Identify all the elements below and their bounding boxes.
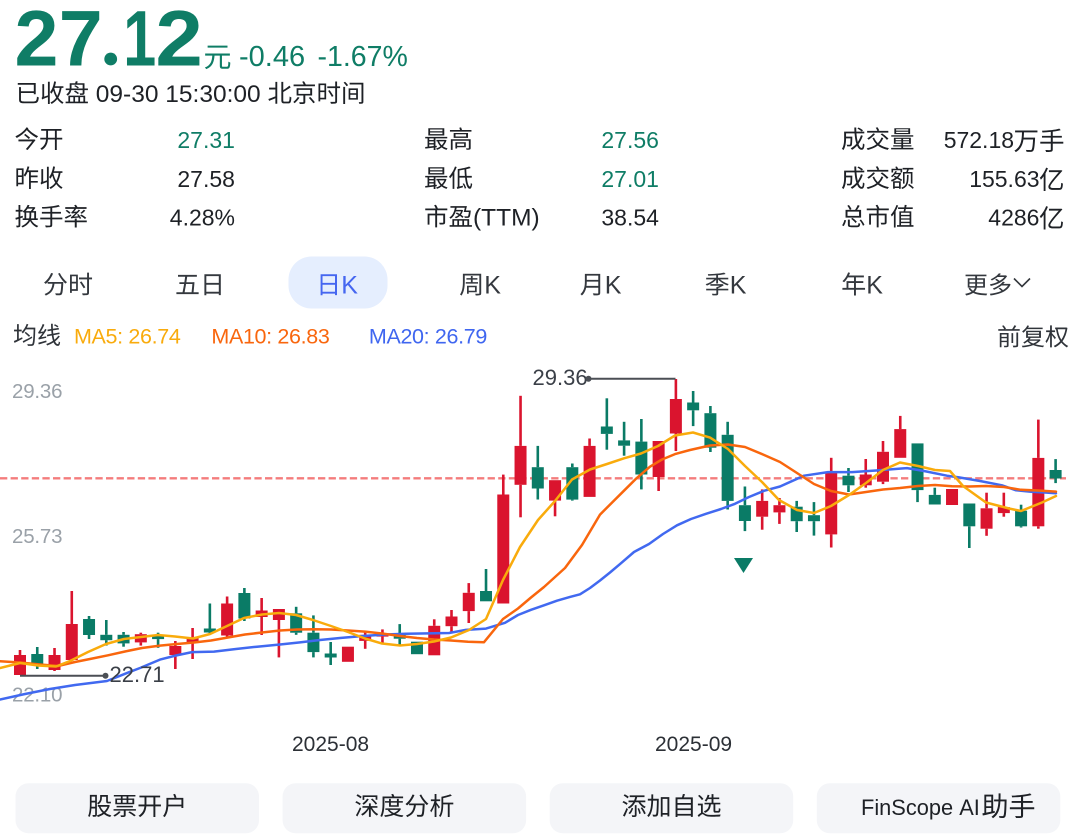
svg-text:38.54: 38.54 [601,205,659,231]
svg-text:22.71: 22.71 [110,662,165,687]
svg-text:26.74: 26.74 [128,325,180,349]
svg-text:K: K [866,272,883,300]
svg-text:MA20:: MA20: [369,325,429,349]
svg-text:25.73: 25.73 [12,525,62,548]
svg-text:15:30:00: 15:30:00 [165,81,260,108]
svg-text:572.18: 572.18 [944,127,1014,153]
svg-text:4286: 4286 [988,205,1039,231]
svg-text:27.31: 27.31 [177,127,235,153]
svg-text:2: 2 [155,0,202,83]
svg-text:4.28%: 4.28% [170,205,235,231]
svg-text:FinScope: FinScope [861,795,953,820]
svg-text:AI: AI [959,795,980,820]
svg-text:2025-09: 2025-09 [655,733,732,756]
svg-text:29.36: 29.36 [12,380,62,403]
svg-text:MA5:: MA5: [74,325,123,349]
svg-text:1: 1 [123,0,156,82]
svg-text:155.63: 155.63 [969,166,1039,192]
svg-text:29.36: 29.36 [533,365,588,390]
svg-text:-1.67%: -1.67% [318,41,408,73]
svg-text:-0.46: -0.46 [239,41,305,73]
svg-text:K: K [341,272,358,300]
svg-text:K: K [605,272,622,300]
svg-text:K: K [730,272,747,300]
svg-text:27.01: 27.01 [601,166,659,192]
svg-text:MA10:: MA10: [211,325,271,349]
svg-text:K: K [484,272,501,300]
svg-text:2025-08: 2025-08 [292,733,369,756]
svg-text:27.56: 27.56 [601,127,659,153]
svg-text:27.58: 27.58 [177,166,235,192]
svg-text:2: 2 [15,0,59,83]
svg-text:26.83: 26.83 [277,325,329,349]
svg-text:(TTM): (TTM) [473,205,540,232]
svg-text:7: 7 [59,0,103,83]
svg-text:09-30: 09-30 [96,81,159,108]
svg-text:26.79: 26.79 [435,325,487,349]
